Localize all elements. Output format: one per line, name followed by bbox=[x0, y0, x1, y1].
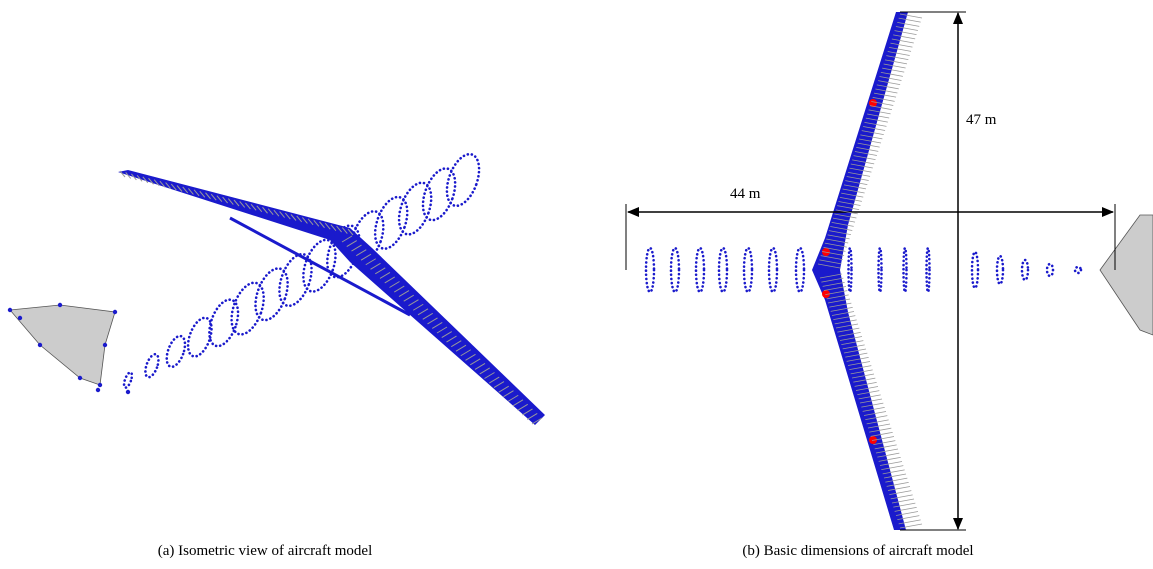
node bbox=[8, 308, 12, 312]
fuselage-frame bbox=[369, 193, 414, 253]
caption: (a) Isometric view of aircraft model bbox=[158, 543, 372, 559]
fuselage-frame bbox=[249, 264, 294, 324]
fuselage-frame bbox=[796, 248, 804, 292]
fuselage-frame bbox=[997, 256, 1003, 284]
fuselage-frame bbox=[273, 250, 318, 310]
fuselage-frame bbox=[849, 248, 852, 292]
fuselage-frame bbox=[744, 248, 752, 292]
fuselage-frame bbox=[1075, 267, 1081, 273]
node bbox=[58, 303, 62, 307]
fuselage-frame bbox=[671, 248, 679, 292]
node bbox=[78, 376, 82, 380]
node bbox=[113, 310, 117, 314]
span-label: 47 m bbox=[966, 112, 997, 128]
figure: 44 m 47 m (a) Isometric view of aircraft… bbox=[0, 0, 1153, 569]
fuselage-frame bbox=[143, 353, 161, 379]
wing bbox=[812, 12, 908, 530]
caption: (b) Basic dimensions of aircraft model bbox=[742, 543, 973, 559]
tail-mesh bbox=[1100, 215, 1153, 335]
fuselage-frame bbox=[1047, 264, 1053, 276]
node bbox=[18, 316, 22, 320]
panel-a bbox=[8, 150, 545, 425]
fuselage-frame bbox=[904, 248, 907, 292]
fuselage-frame bbox=[417, 164, 462, 224]
fuselage-frame bbox=[927, 248, 930, 292]
wing bbox=[118, 170, 545, 425]
fuselage-frame bbox=[719, 248, 727, 292]
fuselage-frame bbox=[441, 150, 486, 210]
node bbox=[98, 383, 102, 387]
fuselage-frame bbox=[769, 248, 777, 292]
fuselage-frame bbox=[646, 248, 654, 292]
fuselage-frame bbox=[972, 252, 978, 288]
fuselage-frame bbox=[183, 315, 216, 360]
fuselage-frame bbox=[225, 278, 270, 338]
fuselage-frame bbox=[163, 334, 189, 370]
node bbox=[103, 343, 107, 347]
tail-mesh bbox=[10, 305, 115, 385]
fuselage-frame bbox=[122, 371, 133, 388]
fuselage-frame bbox=[1022, 260, 1028, 280]
node bbox=[38, 343, 42, 347]
length-label: 44 m bbox=[730, 186, 761, 202]
panel-b: 44 m 47 m bbox=[626, 12, 1153, 530]
fuselage-frame bbox=[879, 248, 882, 292]
fuselage-frame bbox=[696, 248, 704, 292]
fuselage-frame bbox=[393, 178, 438, 238]
node bbox=[96, 388, 100, 392]
node bbox=[126, 390, 130, 394]
